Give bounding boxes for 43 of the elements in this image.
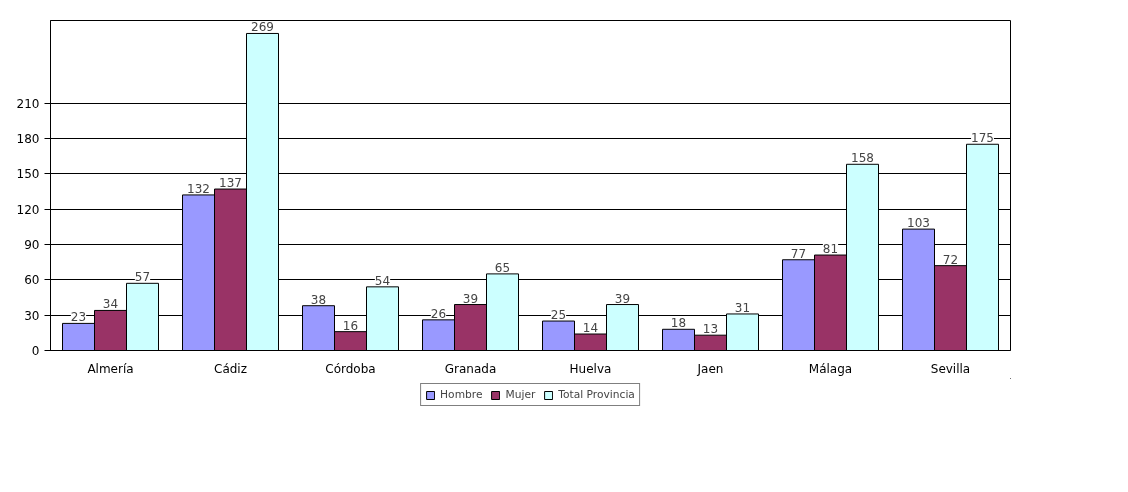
y-tick-label: 0 xyxy=(31,344,40,358)
x-tick-label: Jaen xyxy=(696,361,724,376)
data-label: 14 xyxy=(582,321,599,335)
data-label: 13 xyxy=(702,322,719,337)
data-label: 81 xyxy=(822,242,839,257)
data-label: 31 xyxy=(734,300,751,315)
data-label: 65 xyxy=(494,260,511,275)
y-tick-label: 180 xyxy=(16,131,40,146)
data-label: 175 xyxy=(971,131,994,146)
data-label: 26 xyxy=(430,306,447,321)
x-tick-label: Cádiz xyxy=(214,361,247,376)
data-label: 77 xyxy=(790,246,807,261)
data-label: 103 xyxy=(907,216,930,231)
legend-label: Total Provincia xyxy=(558,388,635,401)
legend-label: Hombre xyxy=(440,388,483,401)
data-label: 72 xyxy=(942,252,959,267)
y-tick-label: 30 xyxy=(24,308,40,323)
data-label: 39 xyxy=(614,291,631,306)
legend-label: Mujer xyxy=(505,388,536,401)
y-tick-label: 210 xyxy=(16,96,40,111)
x-tick-label: Almería xyxy=(87,361,134,376)
x-tick-label: Sevilla xyxy=(930,361,971,376)
data-label: 34 xyxy=(102,297,119,312)
data-label: 39 xyxy=(462,291,479,306)
data-label: 132 xyxy=(187,181,210,196)
data-label: 18 xyxy=(670,316,687,331)
y-tick-label: 150 xyxy=(16,167,40,182)
y-tick-label: 120 xyxy=(16,202,40,217)
data-label: 57 xyxy=(134,270,151,285)
data-label: 269 xyxy=(251,20,274,35)
data-label: 137 xyxy=(219,176,242,191)
x-tick-label: Córdoba xyxy=(325,361,376,376)
data-label: 23 xyxy=(70,310,87,325)
data-label: 38 xyxy=(310,292,327,307)
data-label: 25 xyxy=(550,308,567,323)
x-tick-label: Huelva xyxy=(569,361,612,376)
x-tick-label: Granada xyxy=(444,361,497,376)
data-label: 16 xyxy=(342,318,359,333)
data-label: 54 xyxy=(374,273,391,288)
x-tick-label: Málaga xyxy=(808,361,853,376)
y-tick-label: 60 xyxy=(24,273,40,288)
y-tick-label: 90 xyxy=(24,237,40,252)
data-label: 158 xyxy=(851,151,874,166)
